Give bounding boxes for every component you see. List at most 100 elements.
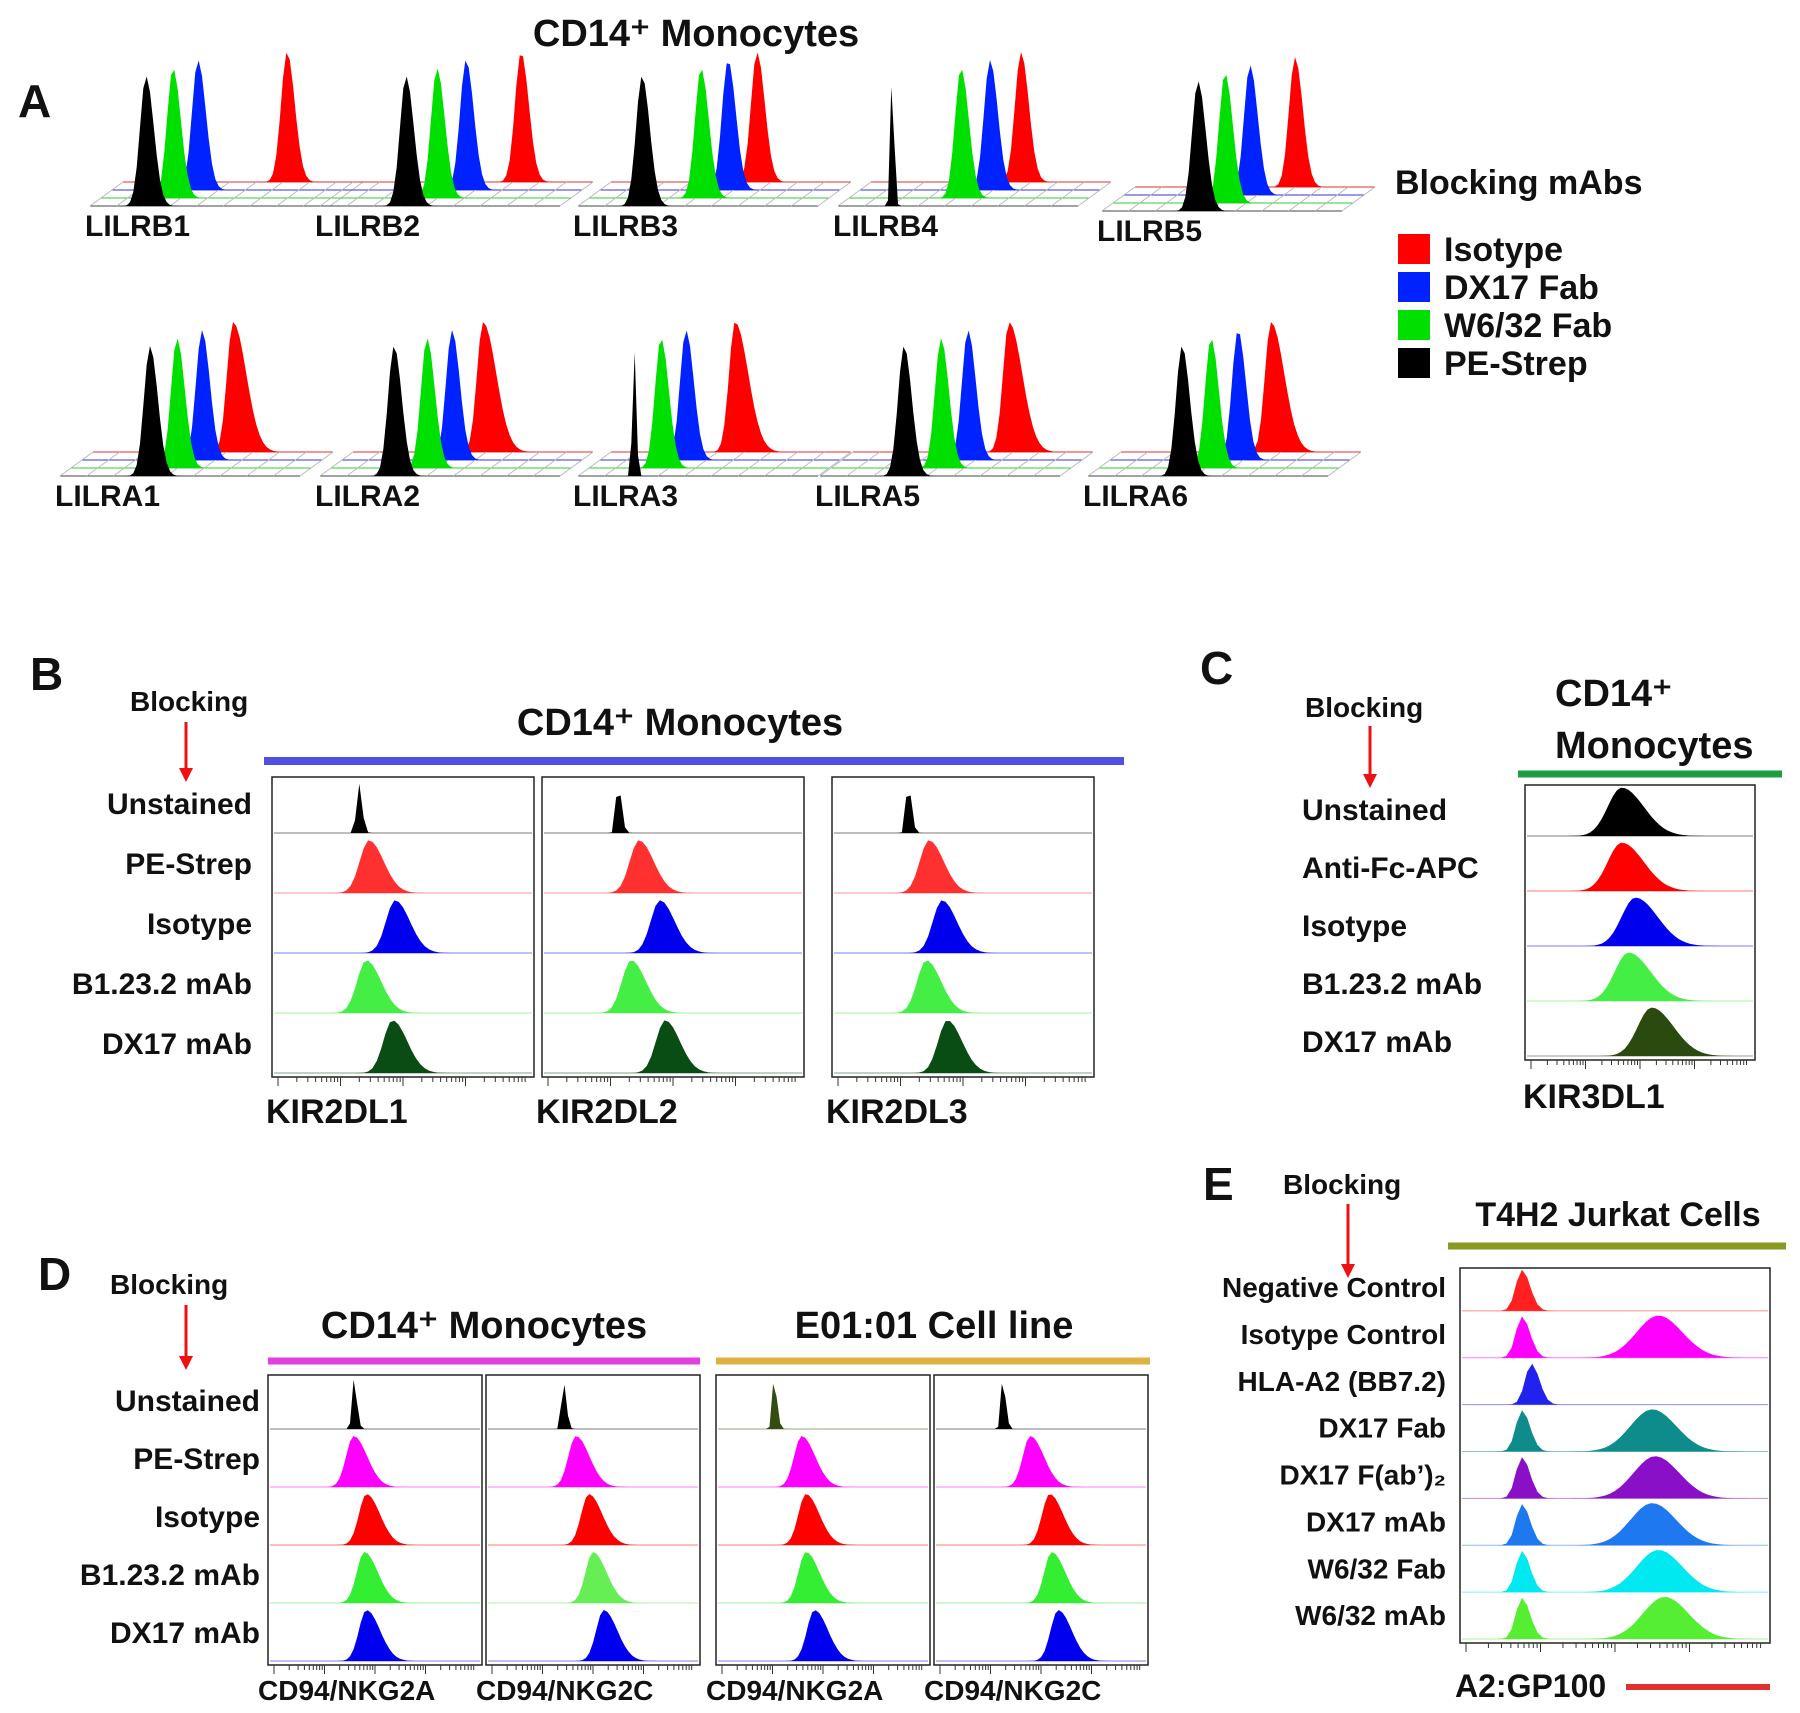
plot-kir2dl1: KIR2DL1 [266,776,535,1131]
histogram-lilra2: LILRA2 [315,322,594,513]
histogram-peak [1525,842,1755,891]
x-axis-label: CD94/NKG2A [258,1675,435,1706]
legend-swatch [1398,348,1430,378]
histogram-peak-high [1460,1315,1770,1358]
histogram-peak [1460,1504,1770,1546]
row-label: DX17 mAb [102,1028,252,1061]
panel-c-title-line1: CD14⁺ [1555,673,1672,715]
histogram-peak [934,1552,1148,1603]
row-label: PE-Strep [133,1443,260,1476]
histogram-peak [486,1494,700,1545]
receptor-label: LILRA3 [573,480,678,513]
histogram-peak [832,1021,1094,1073]
histogram-peak [1525,787,1755,836]
panel-d-group1: CD14⁺ Monocytes [321,1305,647,1347]
row-label: Negative Control [1222,1272,1446,1303]
plot-frame [933,1374,1149,1666]
histogram-peak [542,1020,804,1073]
histogram-peak [1525,1007,1755,1056]
histogram-peak-high [1460,1409,1770,1452]
blocking-label-e: Blocking [1283,1169,1401,1200]
receptor-label: LILRB2 [315,210,420,243]
histogram-peak [716,1436,930,1487]
histogram-peak [1460,1363,1770,1405]
histogram-peak-low [1460,1437,1770,1452]
histogram-peak [832,900,1094,953]
x-axis-label: CD94/NKG2C [476,1675,653,1706]
plot-cd94-nkg2a: CD94/NKG2A [706,1374,931,1706]
panel-label-d: D [38,1248,71,1300]
histogram-lilrb3: LILRB3 [573,52,852,243]
row-label: DX17 Fab [1318,1413,1446,1444]
plot-a2-gp100 [1459,1267,1771,1652]
receptor-label: LILRA2 [315,480,420,513]
panel-label-e: E [1203,1158,1234,1210]
row-label: Unstained [107,788,252,821]
peak-isotype [373,322,573,452]
histogram-peak [486,1610,700,1661]
histogram-peak [716,1552,930,1603]
histogram-lilrb2: LILRB2 [315,55,594,243]
histogram-peak [486,1436,700,1487]
peak-w6-32-fab [1119,339,1319,468]
plot-kir2dl3: KIR2DL3 [826,776,1095,1131]
blocking-arrow-b [179,722,193,782]
histogram-peak [716,1610,930,1661]
histogram-peak-high [1460,1550,1770,1593]
x-axis-label: CD94/NKG2C [924,1675,1101,1706]
legend-label: W6/32 Fab [1444,307,1612,345]
peak-dx17-fab [362,60,562,190]
histogram-peak [486,1552,700,1603]
panel-d-group2: E01:01 Cell line [795,1305,1074,1347]
panel-label-a: A [18,75,51,127]
peak-dx17-fab [1144,65,1344,195]
panel-b: Unstained PE-Strep Isotype B1.23.2 mAb DX17 … [72,776,1095,1131]
row-label: Isotype Control [1241,1319,1446,1350]
legend-label: PE-Strep [1444,345,1588,383]
blocking-label-b: Blocking [130,686,248,717]
row-label: PE-Strep [125,848,252,881]
panel-e-title: T4H2 Jurkat Cells [1475,1196,1760,1234]
peak-pe-strep [340,346,540,476]
peak-w6-32-fab [609,69,809,199]
histogram-peak [1460,1410,1770,1452]
row-label: W6/32 mAb [1295,1600,1446,1631]
histogram-peak-low [1460,1531,1770,1546]
histogram-peak [1460,1316,1770,1358]
legend-swatch [1398,310,1430,340]
row-label: Isotype [1302,910,1407,943]
peak-dx17-fab [1130,333,1330,460]
x-axis-label: KIR2DL1 [266,1093,408,1131]
row-label: B1.23.2 mAb [1302,968,1482,1001]
row-label: Isotype [147,908,252,941]
panel-e-xlabel: A2:GP100 [1455,1668,1606,1704]
histogram-peak-low [1460,1484,1770,1499]
blocking-label-c: Blocking [1305,692,1423,723]
peak-w6-32-fab [851,338,1051,468]
histogram-peak [1460,1550,1770,1593]
histogram-lilrb1: LILRB1 [85,52,364,243]
row-label: Unstained [1302,794,1447,827]
histogram-peak-high [1460,1456,1770,1499]
receptor-label: LILRA6 [1083,480,1188,513]
peak-w6-32-fab [121,69,321,199]
panel-b-title: CD14⁺ Monocytes [517,702,843,744]
panel-a: LILRB1 LILRB2 LILRB3 LILRB4 LILRB5 LILRA1 LILR… [55,52,1376,513]
peak-w6-32-fab [869,69,1069,199]
receptor-label: LILRB1 [85,210,190,243]
receptor-label: LILRA1 [55,480,160,513]
histogram-peak-high [1460,1597,1770,1639]
blocking-arrow-d [179,1305,193,1370]
histogram-peak [1460,1597,1770,1639]
peak-w6-32-fab [609,339,809,468]
histogram-peak [716,1494,930,1545]
plot-kir2dl2: KIR2DL2 [536,776,805,1131]
plot-frame [1459,1267,1771,1644]
row-label: Unstained [115,1385,260,1418]
legend-label: DX17 Fab [1444,269,1599,307]
histogram-peak [1460,1269,1770,1311]
histogram-peak [268,1494,482,1545]
histogram-peak [268,1552,482,1603]
histogram-peak [934,1494,1148,1545]
